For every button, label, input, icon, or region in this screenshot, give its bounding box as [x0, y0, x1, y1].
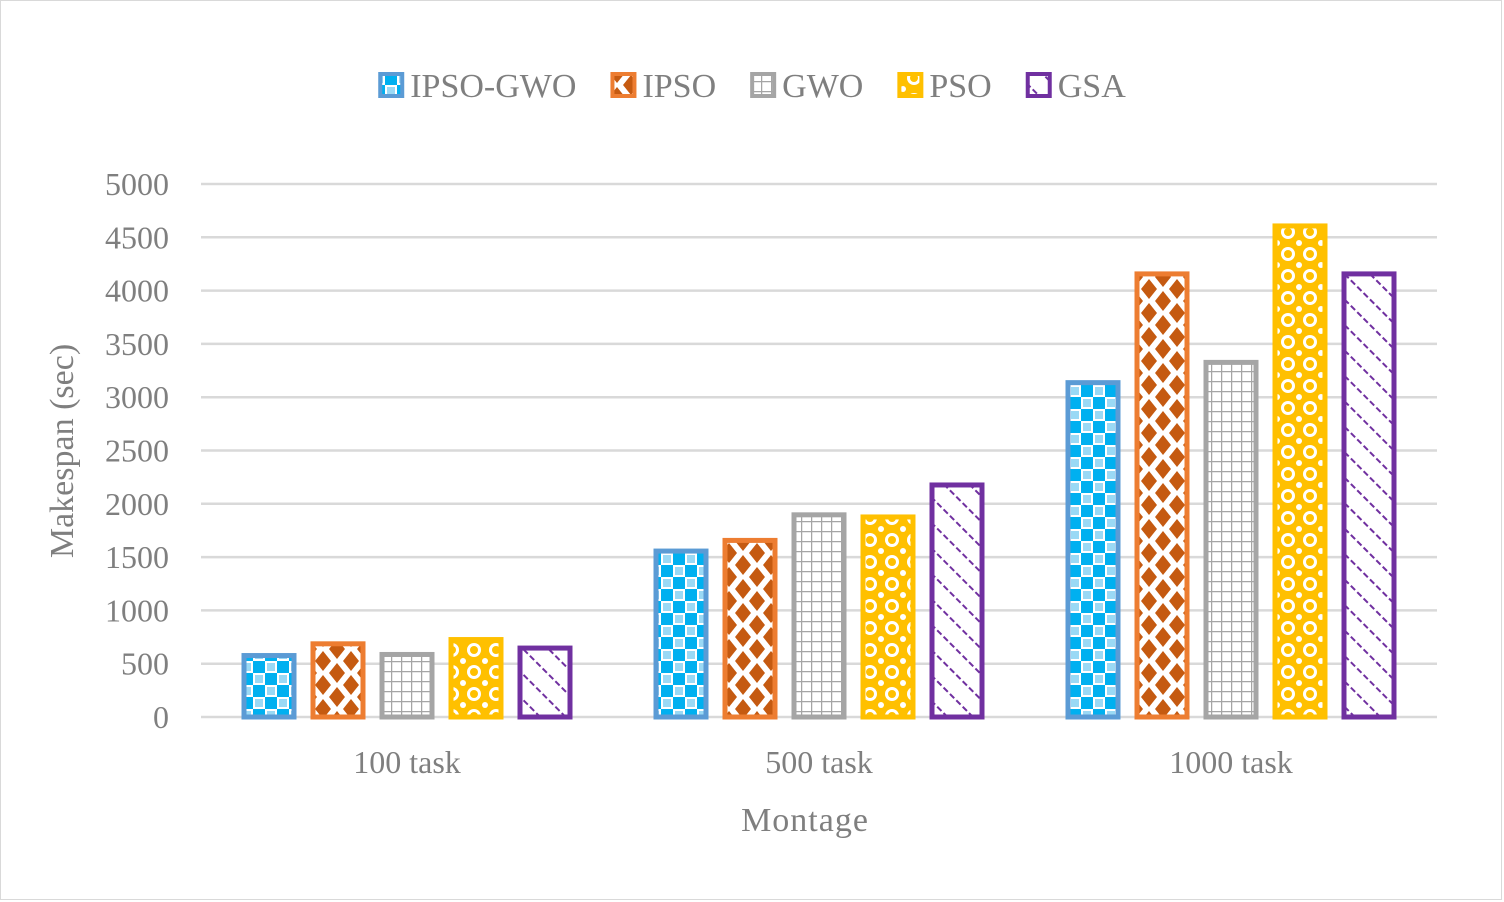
legend-label-gsa: GSA — [1058, 68, 1126, 105]
legend-swatch-ipso — [610, 72, 637, 98]
legend-swatch-gwo — [750, 72, 777, 98]
y-tick-label: 4000 — [105, 273, 169, 309]
legend-swatch-pso — [897, 72, 924, 98]
bar-ipso-gwo-1000-task — [1065, 380, 1121, 720]
bar-ipso-500-task — [722, 537, 778, 720]
bar-ipso-100-task — [310, 641, 366, 720]
legend-swatch-gsa — [1025, 72, 1052, 98]
bar-gwo-1000-task — [1203, 359, 1259, 720]
bar-gwo-500-task — [791, 512, 847, 720]
bar-ipso-gwo-500-task — [653, 548, 709, 720]
y-tick-label: 4500 — [105, 219, 169, 255]
bar-gsa-100-task — [517, 645, 573, 720]
bar-pso-500-task — [860, 514, 916, 720]
x-axis-title: Montage — [741, 802, 869, 839]
x-tick-label: 500 task — [765, 744, 873, 780]
y-tick-label: 0 — [153, 699, 169, 735]
legend-label-ipso-gwo: IPSO-GWO — [410, 68, 576, 105]
y-tick-label: 1500 — [105, 539, 169, 575]
y-tick-label: 1000 — [105, 592, 169, 628]
bar-ipso-gwo-100-task — [241, 653, 297, 720]
bars — [241, 223, 1397, 720]
bar-pso-1000-task — [1272, 223, 1328, 720]
legend: IPSO-GWO IPSO GWO PSO GSA — [378, 68, 1126, 105]
y-tick-label: 2000 — [105, 486, 169, 522]
x-axis-tick-labels: 100 task 500 task 1000 task — [353, 744, 1293, 780]
y-tick-label: 500 — [121, 646, 169, 682]
y-axis-tick-labels: 0 500 1000 1500 2000 2500 3000 3500 4000 4500 5000 — [105, 166, 169, 735]
bar-gsa-500-task — [929, 482, 985, 720]
bar-gsa-1000-task — [1341, 271, 1397, 720]
legend-label-ipso: IPSO — [642, 68, 716, 105]
legend-swatch-ipso-gwo — [378, 72, 405, 98]
legend-label-gwo: GWO — [782, 68, 863, 105]
y-tick-label: 2500 — [105, 433, 169, 469]
legend-label-pso: PSO — [929, 68, 991, 105]
bar-ipso-1000-task — [1134, 271, 1190, 720]
y-tick-label: 5000 — [105, 166, 169, 202]
bar-pso-100-task — [448, 637, 504, 720]
y-tick-label: 3500 — [105, 326, 169, 362]
y-tick-label: 3000 — [105, 379, 169, 415]
x-tick-label: 100 task — [353, 744, 461, 780]
y-axis-title: Makespan (sec) — [44, 344, 81, 558]
bar-gwo-100-task — [379, 651, 435, 720]
x-tick-label: 1000 task — [1169, 744, 1293, 780]
